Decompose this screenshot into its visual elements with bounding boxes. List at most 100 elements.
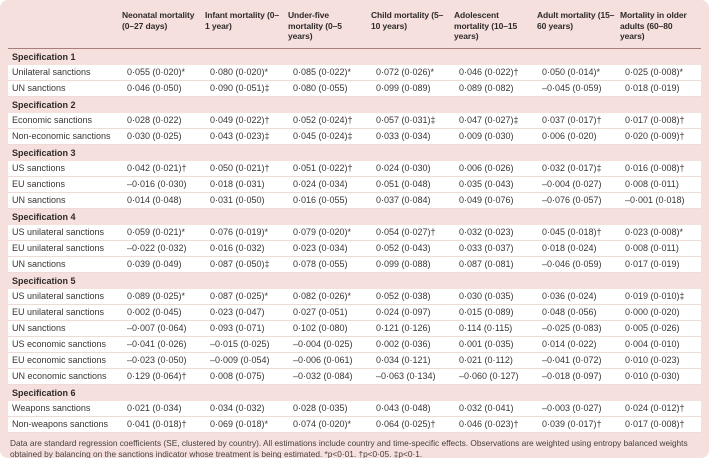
row-label: Unilateral sanctions [8,64,120,81]
value-cell: –0·003 (0·027) [535,400,618,417]
row-label: US unilateral sanctions [8,224,120,241]
value-cell: –0·063 (0·134) [369,368,452,385]
value-cell: –0·015 (0·025) [203,336,286,353]
value-cell: 0·049 (0·022)† [203,112,286,129]
value-cell: 0·032 (0·041) [452,400,535,417]
table-body: Specification 1 Unilateral sanctions 0·0… [8,48,701,433]
value-cell: 0·043 (0·023)‡ [203,128,286,145]
row-label: Weapons sanctions [8,400,120,417]
value-cell: 0·005 (0·026) [618,320,701,337]
column-header: Mortality in older adults (60–80 years) [618,5,701,49]
table-row: Weapons sanctions 0·021 (0·034) 0·034 (0… [8,400,701,417]
value-cell: 0·024 (0·030) [369,160,452,177]
value-cell: 0·027 (0·051) [286,304,369,321]
column-header: Child mortality (5–10 years) [369,5,452,49]
column-header: Infant mortality (0–1 year) [203,5,286,49]
table-row: Unilateral sanctions 0·055 (0·020)* 0·08… [8,64,701,81]
value-cell: 0·008 (0·075) [203,368,286,385]
row-label: EU unilateral sanctions [8,304,120,321]
value-cell: 0·010 (0·030) [618,368,701,385]
value-cell: 0·042 (0·021)† [120,160,203,177]
table-row: EU sanctions –0·016 (0·030) 0·018 (0·031… [8,176,701,193]
value-cell: 0·087 (0·025)* [203,288,286,305]
value-cell: 0·129 (0·064)† [120,368,203,385]
value-cell: 0·000 (0·020) [618,304,701,321]
value-cell: 0·014 (0·048) [120,192,203,209]
value-cell: 0·016 (0·055) [286,192,369,209]
value-cell: –0·022 (0·032) [120,240,203,257]
value-cell: 0·001 (0·035) [452,336,535,353]
table-row: Economic sanctions 0·028 (0·022) 0·049 (… [8,112,701,129]
value-cell: 0·008 (0·011) [618,240,701,257]
value-cell: 0·054 (0·027)† [369,224,452,241]
value-cell: 0·004 (0·010) [618,336,701,353]
section-header-row: Specification 6 [8,384,701,401]
row-label: UN economic sanctions [8,368,120,385]
value-cell: 0·018 (0·031) [203,176,286,193]
value-cell: 0·014 (0·022) [535,336,618,353]
row-label: Non-economic sanctions [8,128,120,145]
row-label: UN sanctions [8,192,120,209]
table-row: UN sanctions 0·039 (0·049) 0·087 (0·050)… [8,256,701,273]
table-row: US unilateral sanctions 0·089 (0·025)* 0… [8,288,701,305]
section-title: Specification 5 [8,272,701,289]
row-label: Non-weapons sanctions [8,416,120,433]
value-cell: 0·087 (0·050)‡ [203,256,286,273]
value-cell: 0·020 (0·009)† [618,128,701,145]
value-cell: –0·018 (0·097) [535,368,618,385]
value-cell: 0·059 (0·021)* [120,224,203,241]
section-header-row: Specification 2 [8,96,701,113]
value-cell: 0·079 (0·020)* [286,224,369,241]
value-cell: –0·045 (0·059) [535,80,618,97]
column-header: Adolescent mortality (10–15 years) [452,5,535,49]
value-cell: 0·085 (0·022)* [286,64,369,81]
value-cell: 0·046 (0·022)† [452,64,535,81]
column-header: Under-five mortality (0–5 years) [286,5,369,49]
value-cell: –0·006 (0·061) [286,352,369,369]
value-cell: 0·051 (0·048) [369,176,452,193]
value-cell: –0·016 (0·030) [120,176,203,193]
value-cell: 0·076 (0·019)* [203,224,286,241]
value-cell: –0·076 (0·057) [535,192,618,209]
value-cell: 0·089 (0·082) [452,80,535,97]
value-cell: 0·036 (0·024) [535,288,618,305]
value-cell: 0·024 (0·097) [369,304,452,321]
value-cell: 0·099 (0·089) [369,80,452,97]
value-cell: –0·041 (0·026) [120,336,203,353]
table-row: EU unilateral sanctions –0·022 (0·032) 0… [8,240,701,257]
value-cell: –0·025 (0·083) [535,320,618,337]
value-cell: 0·019 (0·010)‡ [618,288,701,305]
table-row: EU economic sanctions –0·023 (0·050) –0·… [8,352,701,369]
value-cell: 0·102 (0·080) [286,320,369,337]
value-cell: 0·018 (0·024) [535,240,618,257]
value-cell: 0·087 (0·081) [452,256,535,273]
value-cell: 0·039 (0·049) [120,256,203,273]
row-label: US unilateral sanctions [8,288,120,305]
value-cell: –0·041 (0·072) [535,352,618,369]
section-title: Specification 6 [8,384,701,401]
value-cell: 0·114 (0·115) [452,320,535,337]
value-cell: 0·045 (0·024)‡ [286,128,369,145]
value-cell: 0·052 (0·043) [369,240,452,257]
value-cell: 0·045 (0·018)† [535,224,618,241]
column-header-row: Neonatal mortality (0–27 days) Infant mor… [8,5,701,49]
row-label: US sanctions [8,160,120,177]
table-row: Non-weapons sanctions 0·041 (0·018)† 0·0… [8,416,701,433]
value-cell: 0·080 (0·020)* [203,64,286,81]
value-cell: 0·052 (0·024)† [286,112,369,129]
value-cell: 0·015 (0·089) [452,304,535,321]
value-cell: 0·121 (0·126) [369,320,452,337]
value-cell: 0·055 (0·020)* [120,64,203,81]
value-cell: 0·057 (0·031)‡ [369,112,452,129]
value-cell: 0·002 (0·036) [369,336,452,353]
value-cell: 0·032 (0·023) [452,224,535,241]
value-cell: –0·007 (0·064) [120,320,203,337]
value-cell: 0·035 (0·043) [452,176,535,193]
value-cell: 0·050 (0·014)* [535,64,618,81]
value-cell: 0·006 (0·026) [452,160,535,177]
table-row: UN economic sanctions 0·129 (0·064)† 0·0… [8,368,701,385]
value-cell: 0·041 (0·018)† [120,416,203,433]
row-label: EU unilateral sanctions [8,240,120,257]
value-cell: 0·052 (0·038) [369,288,452,305]
